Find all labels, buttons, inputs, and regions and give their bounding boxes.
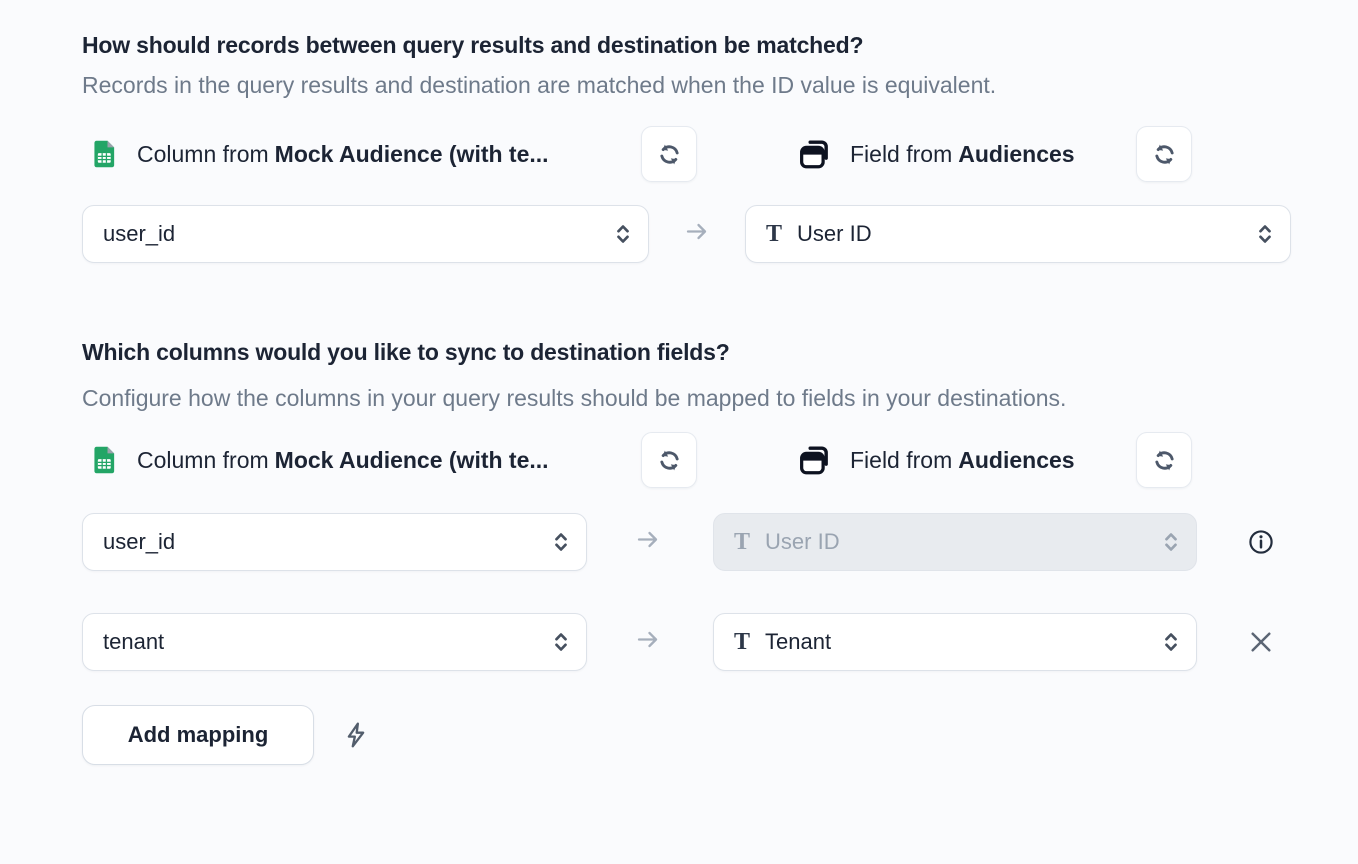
destination-header-name: Audiences bbox=[958, 140, 1075, 167]
match-mapping-row: user_id T User ID bbox=[82, 205, 1297, 263]
match-source-header-label: Column from Mock Audience (with te... bbox=[137, 126, 549, 182]
sync-footer-row: Add mapping bbox=[82, 705, 1297, 765]
destination-header-name: Audiences bbox=[958, 446, 1075, 473]
sync-icon bbox=[659, 448, 679, 472]
match-source-column-select[interactable]: user_id bbox=[82, 205, 649, 263]
sync-icon bbox=[1154, 142, 1174, 166]
field-type-text-icon: T bbox=[734, 528, 751, 555]
chevron-up-down-icon bbox=[1165, 533, 1177, 551]
destination-header-prefix: Field from bbox=[850, 446, 953, 473]
sync-source-column-value-1: user_id bbox=[103, 529, 176, 554]
google-sheets-icon bbox=[93, 140, 115, 168]
source-header-name: Mock Audience (with te... bbox=[274, 140, 549, 167]
sync-mapping-row: tenant T Tenant bbox=[82, 613, 1297, 671]
sync-mapping-row: user_id T User ID bbox=[82, 513, 1297, 571]
remove-mapping-icon[interactable] bbox=[1247, 628, 1275, 656]
refresh-destination-fields-button[interactable] bbox=[1136, 126, 1192, 182]
field-type-text-icon: T bbox=[766, 220, 783, 247]
arrow-right-icon bbox=[635, 527, 661, 558]
field-type-text-icon: T bbox=[734, 628, 751, 655]
add-mapping-button[interactable]: Add mapping bbox=[82, 705, 314, 765]
sync-destination-header-label: Field from Audiences bbox=[850, 432, 1075, 488]
sync-icon bbox=[659, 142, 679, 166]
chevron-up-down-icon bbox=[617, 225, 629, 243]
sync-source-column-select-2[interactable]: tenant bbox=[82, 613, 587, 671]
chevron-up-down-icon bbox=[555, 633, 567, 651]
chevron-up-down-icon bbox=[1259, 225, 1271, 243]
match-header-row: Column from Mock Audience (with te... Fi… bbox=[82, 126, 1297, 182]
arrow-right-icon bbox=[684, 219, 710, 250]
google-sheets-icon bbox=[93, 446, 115, 474]
sync-icon bbox=[1154, 448, 1174, 472]
match-section-subtitle: Records in the query results and destina… bbox=[82, 72, 997, 98]
sync-source-header-label: Column from Mock Audience (with te... bbox=[137, 432, 549, 488]
destination-window-icon bbox=[799, 446, 828, 475]
source-header-prefix: Column from bbox=[137, 140, 269, 167]
chevron-up-down-icon bbox=[1165, 633, 1177, 651]
match-section-title: How should records between query results… bbox=[82, 32, 864, 58]
match-destination-header-label: Field from Audiences bbox=[850, 126, 1075, 182]
sync-destination-field-select-1: T User ID bbox=[713, 513, 1197, 571]
sync-section-title: Which columns would you like to sync to … bbox=[82, 339, 730, 365]
sync-destination-field-value-2: Tenant bbox=[765, 629, 832, 654]
destination-header-prefix: Field from bbox=[850, 140, 953, 167]
suggest-mappings-lightning-icon[interactable] bbox=[340, 719, 372, 751]
chevron-up-down-icon bbox=[555, 533, 567, 551]
arrow-right-icon bbox=[635, 627, 661, 658]
sync-source-column-select-1[interactable]: user_id bbox=[82, 513, 587, 571]
refresh-source-columns-button[interactable] bbox=[641, 432, 697, 488]
match-source-column-value: user_id bbox=[103, 221, 176, 246]
sync-header-row: Column from Mock Audience (with te... Fi… bbox=[82, 432, 1297, 488]
sync-section-subtitle: Configure how the columns in your query … bbox=[82, 385, 1067, 411]
info-icon[interactable] bbox=[1248, 529, 1275, 556]
source-header-name: Mock Audience (with te... bbox=[274, 446, 549, 473]
sync-destination-field-select-2[interactable]: T Tenant bbox=[713, 613, 1197, 671]
match-destination-field-select[interactable]: T User ID bbox=[745, 205, 1291, 263]
refresh-source-columns-button[interactable] bbox=[641, 126, 697, 182]
sync-destination-field-value-1: User ID bbox=[765, 529, 840, 554]
sync-source-column-value-2: tenant bbox=[103, 629, 165, 654]
destination-window-icon bbox=[799, 140, 828, 169]
source-header-prefix: Column from bbox=[137, 446, 269, 473]
refresh-destination-fields-button[interactable] bbox=[1136, 432, 1192, 488]
match-destination-field-value: User ID bbox=[797, 221, 872, 246]
